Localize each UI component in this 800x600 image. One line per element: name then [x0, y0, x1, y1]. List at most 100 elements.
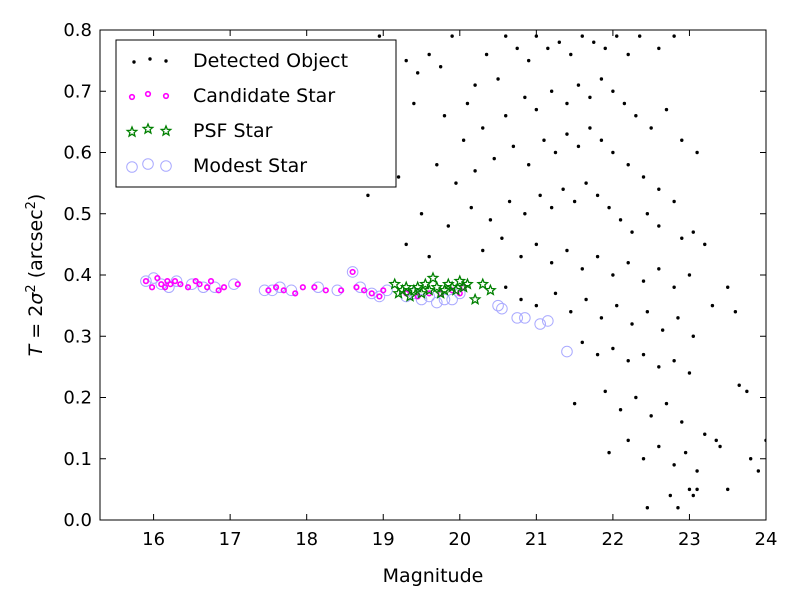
legend-markers: [125, 57, 173, 173]
data-point: [611, 346, 615, 351]
data-point: [626, 52, 630, 57]
data-point: [618, 218, 623, 222]
data-point: [403, 289, 417, 302]
data-point: [542, 138, 546, 142]
legend-marker: [142, 158, 154, 170]
data-point: [526, 163, 531, 167]
y-axis-label-unit-close: ): [25, 194, 47, 201]
data-point: [672, 463, 676, 467]
data-point: [745, 389, 749, 394]
data-point: [538, 193, 542, 198]
data-point: [641, 175, 646, 179]
data-point: [519, 254, 523, 259]
x-tick-label: 19: [372, 529, 395, 550]
data-point: [454, 181, 458, 185]
data-point: [415, 286, 428, 299]
legend-marker: [159, 124, 173, 137]
y-axis-label-sq: 2: [24, 284, 39, 292]
data-point: [687, 371, 692, 375]
data-point: [588, 95, 592, 100]
data-point: [492, 299, 504, 312]
data-point: [154, 274, 161, 282]
data-point: [687, 487, 692, 492]
data-point: [645, 310, 650, 314]
data-point: [365, 287, 378, 300]
data-point: [657, 46, 661, 51]
data-point: [657, 267, 661, 271]
data-point: [354, 281, 367, 294]
data-point: [446, 293, 458, 306]
data-point: [140, 275, 152, 287]
data-point: [572, 199, 577, 204]
data-point: [737, 383, 741, 387]
data-point: [695, 469, 699, 473]
data-point: [569, 52, 573, 57]
y-tick-label: 0.6: [63, 143, 92, 164]
data-point: [553, 150, 558, 155]
legend-label-psf: PSF Star: [193, 120, 273, 142]
data-point: [611, 150, 615, 155]
data-point: [418, 277, 432, 290]
data-point: [422, 283, 436, 296]
data-point: [511, 312, 524, 324]
data-point: [703, 242, 707, 247]
data-point: [710, 303, 715, 308]
x-tick-label: 16: [142, 529, 165, 550]
data-point: [377, 34, 382, 38]
data-point: [438, 293, 451, 306]
data-point: [346, 266, 359, 278]
data-point: [404, 242, 408, 247]
y-tick-label: 0.3: [63, 326, 92, 347]
data-point: [676, 316, 680, 320]
data-point: [657, 365, 661, 369]
data-point: [569, 310, 573, 314]
x-tick-label: 23: [678, 529, 701, 550]
data-point: [500, 236, 504, 240]
data-point: [680, 138, 684, 142]
data-point: [177, 281, 184, 288]
data-point: [207, 278, 215, 285]
data-point: [611, 89, 615, 93]
data-point: [687, 273, 692, 277]
data-point: [668, 493, 673, 498]
data-point: [683, 450, 688, 455]
x-tick-label: 24: [755, 529, 778, 550]
data-point: [645, 212, 650, 216]
data-point: [626, 438, 630, 443]
data-point: [204, 284, 211, 291]
data-point: [272, 284, 280, 291]
data-point: [435, 163, 439, 167]
data-point: [630, 230, 634, 234]
data-point: [311, 284, 318, 291]
data-point: [192, 278, 199, 285]
data-point: [672, 359, 676, 363]
legend-marker-detected-object: [132, 57, 168, 64]
data-point: [657, 224, 661, 228]
data-point: [603, 389, 607, 394]
data-point: [726, 487, 730, 492]
legend-marker: [148, 57, 152, 61]
data-point: [171, 278, 179, 285]
data-point: [523, 95, 527, 100]
data-point: [476, 277, 490, 290]
data-point: [634, 395, 638, 400]
data-point: [368, 290, 375, 297]
data-point: [266, 284, 279, 297]
y-tick-label: 0.1: [63, 449, 92, 470]
data-point: [274, 281, 286, 294]
y-tick-label: 0.8: [63, 20, 92, 41]
data-point: [349, 268, 356, 276]
data-point: [430, 280, 444, 293]
data-point: [553, 291, 558, 296]
data-point: [580, 267, 584, 271]
data-point: [695, 150, 699, 155]
legend-marker: [141, 122, 155, 135]
data-point: [572, 401, 577, 406]
data-point: [484, 52, 489, 57]
legend: Detected Object Candidate Star PSF Star …: [115, 39, 397, 188]
y-axis-label: T = 2σ2 (arcsec2): [24, 194, 47, 357]
legend-marker-candidate-star: [128, 90, 170, 101]
data-point: [726, 285, 730, 289]
data-point: [645, 506, 650, 510]
data-point: [292, 290, 299, 297]
